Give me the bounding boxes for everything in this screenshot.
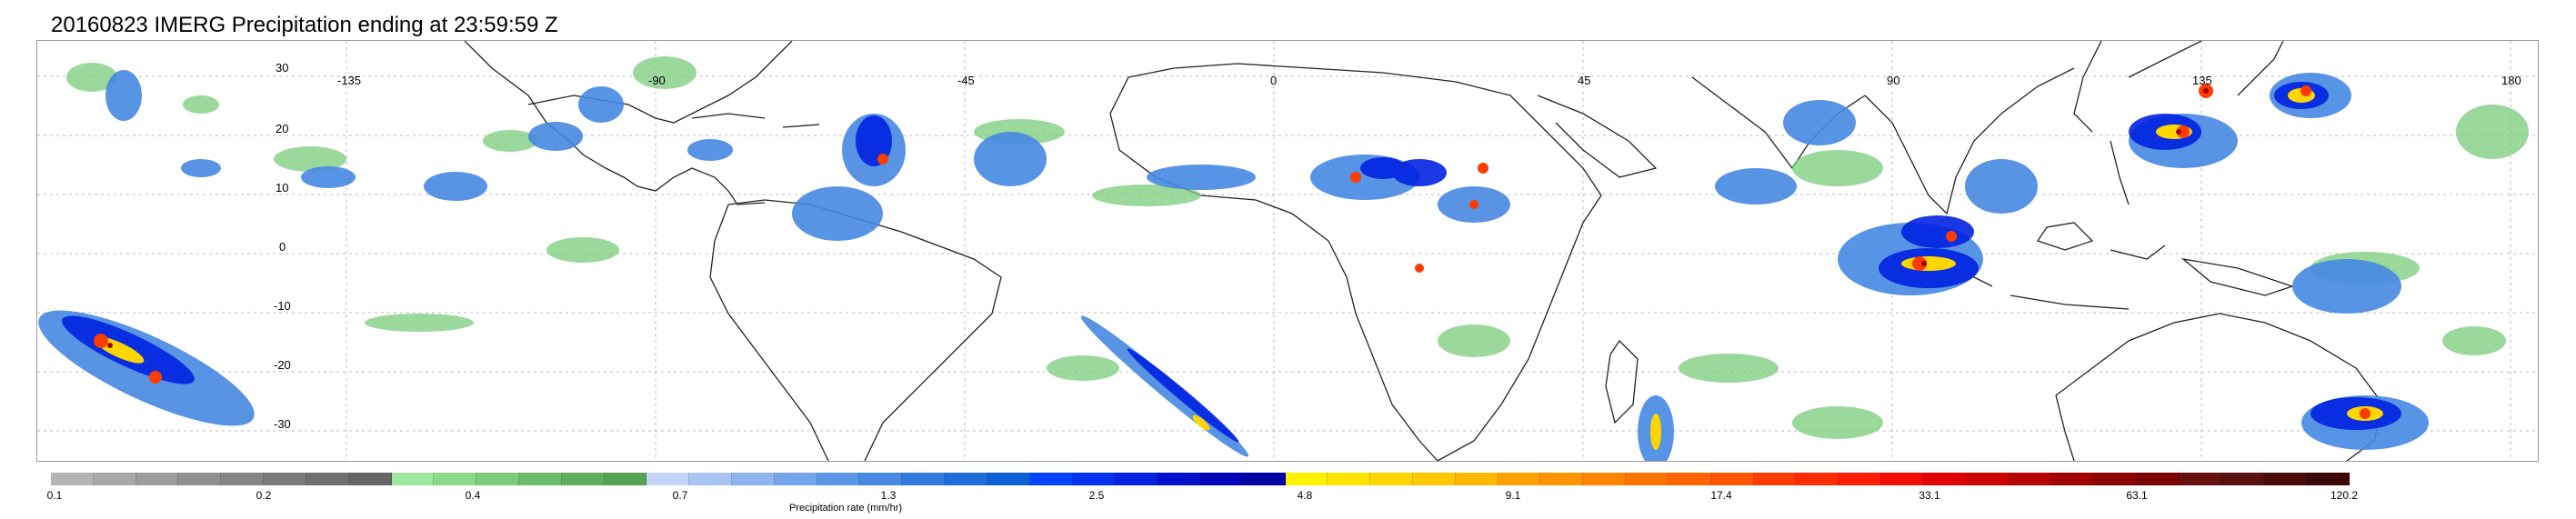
colorbar-tick-6: 4.8 bbox=[1297, 489, 1313, 502]
precipitation-map: 30 20 10 0 -10 -20 -30 -135 -90 -45 0 45… bbox=[36, 40, 2539, 462]
colorbar-swatch-2 bbox=[135, 473, 179, 485]
colorbar-swatch-49 bbox=[2136, 473, 2180, 485]
colorbar-swatch-52 bbox=[2264, 473, 2308, 485]
colorbar-swatch-22 bbox=[987, 473, 1030, 485]
colorbar-swatch-7 bbox=[348, 473, 392, 485]
colorbar-swatch-1 bbox=[93, 473, 136, 485]
colorbar-swatch-6 bbox=[306, 473, 349, 485]
colorbar-swatch-33 bbox=[1455, 473, 1498, 485]
colorbar-swatch-43 bbox=[1880, 473, 1924, 485]
lon-label-135: 135 bbox=[2192, 74, 2212, 87]
lon-label-90: 90 bbox=[1887, 74, 1900, 87]
lon-label-180: 180 bbox=[2501, 74, 2521, 87]
map-canvas bbox=[37, 41, 2538, 461]
colorbar-swatch-0 bbox=[51, 473, 94, 485]
map-title: 20160823 IMERG Precipitation ending at 2… bbox=[51, 13, 558, 37]
lon-label-minus90: -90 bbox=[648, 74, 666, 87]
colorbar-swatch-21 bbox=[945, 473, 987, 485]
colorbar-swatch-37 bbox=[1626, 473, 1669, 485]
colorbar-swatch-41 bbox=[1796, 473, 1839, 485]
colorbar-swatch-31 bbox=[1370, 473, 1413, 485]
colorbar-swatch-39 bbox=[1710, 473, 1754, 485]
colorbar-tick-10: 63.1 bbox=[2126, 489, 2148, 502]
lat-label-30: 30 bbox=[276, 61, 289, 75]
colorbar-swatch-5 bbox=[264, 473, 306, 485]
colorbar-swatch-30 bbox=[1328, 473, 1371, 485]
colorbar-swatch-40 bbox=[1753, 473, 1797, 485]
lat-label-minus10: -10 bbox=[274, 299, 291, 313]
colorbar-tick-2: 0.4 bbox=[465, 489, 481, 502]
colorbar-swatch-20 bbox=[902, 473, 946, 485]
colorbar-tick-11: 120.2 bbox=[2330, 489, 2359, 502]
colorbar-swatch-24 bbox=[1072, 473, 1116, 485]
lat-label-minus30: -30 bbox=[274, 417, 291, 431]
colorbar-swatch-8 bbox=[391, 473, 435, 485]
colorbar-swatch-25 bbox=[1115, 473, 1158, 485]
precipitation-fields bbox=[38, 56, 2529, 461]
lon-label-45: 45 bbox=[1578, 74, 1591, 87]
colorbar-swatch-12 bbox=[561, 473, 605, 485]
colorbar-swatch-18 bbox=[817, 473, 860, 485]
lat-label-10: 10 bbox=[276, 181, 289, 195]
lon-label-minus135: -135 bbox=[337, 74, 362, 87]
colorbar-swatch-53 bbox=[2307, 473, 2350, 485]
colorbar-tick-7: 9.1 bbox=[1505, 489, 1521, 502]
colorbar-swatch-44 bbox=[1923, 473, 1967, 485]
colorbar-swatch-28 bbox=[1242, 473, 1286, 485]
colorbar-swatch-10 bbox=[476, 473, 519, 485]
lon-label-0: 0 bbox=[1270, 74, 1278, 87]
colorbar-swatch-35 bbox=[1540, 473, 1584, 485]
graticule-lines bbox=[37, 41, 2538, 461]
colorbar-swatch-13 bbox=[604, 473, 647, 485]
colorbar-swatch-36 bbox=[1583, 473, 1627, 485]
colorbar-swatch-47 bbox=[2051, 473, 2094, 485]
colorbar-swatch-3 bbox=[178, 473, 222, 485]
coastlines bbox=[464, 41, 2384, 461]
colorbar-swatch-38 bbox=[1668, 473, 1711, 485]
colorbar-swatch-11 bbox=[518, 473, 562, 485]
colorbar-tick-0: 0.1 bbox=[46, 489, 63, 502]
colorbar-swatch-34 bbox=[1498, 473, 1541, 485]
lat-label-minus20: -20 bbox=[274, 358, 291, 372]
colorbar-swatch-29 bbox=[1285, 473, 1328, 485]
colorbar-tick-4: 1.3 bbox=[880, 489, 897, 502]
colorbar-swatch-50 bbox=[2179, 473, 2222, 485]
colorbar-swatch-48 bbox=[2094, 473, 2137, 485]
colorbar-swatch-23 bbox=[1029, 473, 1073, 485]
colorbar-tick-9: 33.1 bbox=[1919, 489, 1940, 502]
lon-label-minus45: -45 bbox=[957, 74, 975, 87]
colorbar-swatch-16 bbox=[732, 473, 775, 485]
colorbar-swatch-51 bbox=[2221, 473, 2265, 485]
colorbar-tick-1: 0.2 bbox=[256, 489, 272, 502]
lat-label-0: 0 bbox=[279, 240, 286, 254]
colorbar-swatch-15 bbox=[689, 473, 732, 485]
colorbar-tick-5: 2.5 bbox=[1088, 489, 1105, 502]
colorbar-swatch-27 bbox=[1199, 473, 1243, 485]
colorbar-swatch-42 bbox=[1839, 473, 1881, 485]
colorbar-label: Precipitation rate (mm/hr) bbox=[788, 503, 903, 514]
colorbar-swatch-45 bbox=[1966, 473, 2010, 485]
colorbar-swatch-46 bbox=[2009, 473, 2052, 485]
colorbar-swatch-17 bbox=[774, 473, 817, 485]
colorbar-swatch-4 bbox=[221, 473, 265, 485]
colorbar-swatch-26 bbox=[1158, 473, 1200, 485]
colorbar-tick-3: 0.7 bbox=[672, 489, 688, 502]
colorbar-swatch-32 bbox=[1413, 473, 1456, 485]
colorbar-swatch-19 bbox=[859, 473, 903, 485]
colorbar-swatch-9 bbox=[434, 473, 477, 485]
lat-label-20: 20 bbox=[276, 122, 289, 135]
colorbar bbox=[51, 473, 2350, 485]
colorbar-swatch-14 bbox=[647, 473, 690, 485]
colorbar-tick-8: 17.4 bbox=[1710, 489, 1732, 502]
